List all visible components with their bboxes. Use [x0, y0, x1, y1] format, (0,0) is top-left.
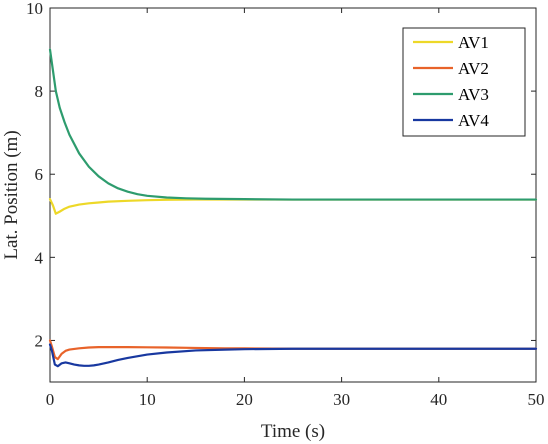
x-tick-label: 10 — [139, 390, 156, 409]
y-tick-label: 6 — [35, 165, 44, 184]
legend-label-av2: AV2 — [458, 59, 489, 78]
x-tick-label: 50 — [528, 390, 545, 409]
x-tick-label: 40 — [430, 390, 447, 409]
y-tick-label: 4 — [35, 248, 44, 267]
series-line-av4 — [48, 343, 538, 368]
x-tick-label: 20 — [236, 390, 253, 409]
legend-label-av1: AV1 — [458, 33, 489, 52]
y-tick-label: 2 — [35, 331, 44, 350]
y-axis-label: Lat. Position (m) — [1, 130, 22, 259]
legend: AV1 AV2 AV3 AV4 — [402, 27, 526, 137]
x-axis-label: Time (s) — [261, 421, 325, 442]
y-tick-label: 8 — [35, 82, 44, 101]
y-tick-label: 10 — [26, 0, 43, 18]
legend-label-av4: AV4 — [458, 111, 489, 130]
series-line-av3 — [48, 48, 538, 201]
x-tick-label: 30 — [333, 390, 350, 409]
ticks-layer: 0 10 20 30 40 50 2 4 6 8 10 — [26, 0, 545, 409]
legend-label-av3: AV3 — [458, 85, 489, 104]
legend-box — [402, 27, 526, 137]
x-tick-label: 0 — [46, 390, 55, 409]
series-layer — [48, 48, 538, 368]
